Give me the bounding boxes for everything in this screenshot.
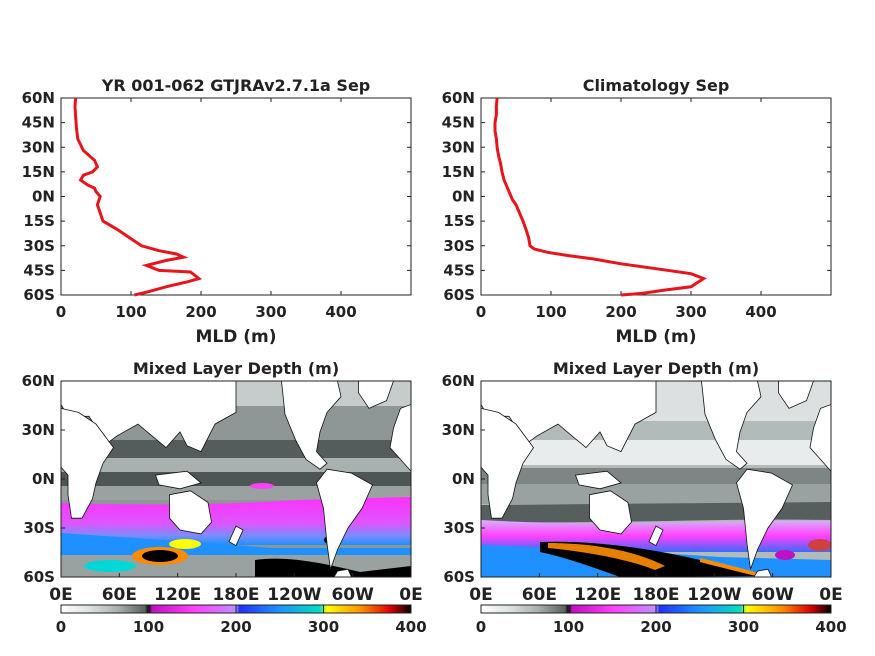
land-australia [589, 490, 632, 535]
y-tick-label: 30S [443, 519, 475, 537]
x-tick-label: 60E [522, 585, 557, 605]
land-north-america [281, 381, 342, 470]
land-new-zealand [228, 525, 244, 547]
y-tick-label: 0N [452, 188, 475, 206]
x-tick-label: 0 [56, 303, 66, 321]
profile-panel-model: YR 001-062 GTJRAv2.7.1a Sep 60N 45N 30N 15N… [22, 76, 412, 347]
mld-profile-line-climatology [493, 97, 707, 297]
y-tick-label: 15N [22, 163, 55, 181]
y-tick-label: 60S [23, 286, 55, 304]
x-tick-label: 0E [49, 585, 72, 605]
x-tick-label: 100 [115, 303, 146, 321]
land-greenland [358, 381, 394, 409]
colorbar-tick-label: 400 [395, 618, 426, 636]
map-panel-climatology: Mixed Layer Depth (m) 60N 30N 0N 30S 60S 0E 6… [442, 359, 847, 636]
x-tick-label: 100 [535, 303, 566, 321]
y-tick-label: 15N [442, 163, 475, 181]
land-africa [481, 407, 534, 519]
y-tick-label: 60N [22, 89, 55, 107]
y-tick-label: 60S [443, 286, 475, 304]
colorbar-tick-label: 200 [640, 618, 671, 636]
y-tick-label: 30N [22, 138, 55, 156]
y-tick-label: 30S [443, 237, 475, 255]
y-tick-label: 30N [442, 138, 475, 156]
map-panel-model: Mixed Layer Depth (m) 60N 30N 0N 30S 60S 0E 6… [22, 359, 427, 636]
profile-axes-box [480, 97, 832, 296]
profile-panel-climatology: Climatology Sep 60N 45N 30N 15N 0N 15S 30S 45S 6… [442, 76, 832, 347]
x-tick-label: 400 [325, 303, 356, 321]
x-tick-label: 180E [632, 585, 679, 605]
y-tick-label: 45S [443, 261, 475, 279]
x-tick-label: 200 [605, 303, 636, 321]
x-tick-label: 300 [255, 303, 286, 321]
x-tick-label: 0 [476, 303, 486, 321]
x-tick-label: 60W [331, 585, 374, 605]
x-tick-label: 120W [687, 585, 741, 605]
colorbar-tick-label: 300 [308, 618, 339, 636]
x-tick-label: 400 [745, 303, 776, 321]
land-antarctic-peninsula [753, 568, 772, 577]
colorbar-tick-label: 200 [220, 618, 251, 636]
y-tick-label: 15S [23, 212, 55, 230]
land-west-africa [389, 404, 411, 472]
y-tick-label: 30S [23, 519, 55, 537]
y-tick-label: 45S [23, 261, 55, 279]
land-africa [61, 407, 114, 519]
map-title-climatology: Mixed Layer Depth (m) [553, 359, 759, 378]
profile-axes-box [60, 97, 412, 296]
land-south-america [736, 468, 794, 570]
land-maritime-continent [574, 470, 622, 490]
y-tick-label: 0N [32, 188, 55, 206]
y-tick-label: 0N [452, 470, 475, 488]
profile-xlabel-climatology: MLD (m) [615, 327, 696, 347]
x-tick-label: 200 [185, 303, 216, 321]
colorbar-tick-label: 400 [815, 618, 846, 636]
y-tick-label: 60N [442, 89, 475, 107]
land-antarctic-peninsula [333, 568, 352, 577]
y-tick-label: 60S [23, 568, 55, 586]
y-tick-label: 30N [22, 421, 55, 439]
x-tick-label: 300 [675, 303, 706, 321]
colorbar-tick-label: 0 [476, 618, 486, 636]
map-title-model: Mixed Layer Depth (m) [133, 359, 339, 378]
colorbar-tick-label: 300 [728, 618, 759, 636]
y-tick-label: 15S [443, 212, 475, 230]
y-tick-label: 60N [22, 372, 55, 390]
x-tick-label: 0E [399, 585, 422, 605]
profile-title-model: YR 001-062 GTJRAv2.7.1a Sep [101, 76, 371, 95]
land-australia [169, 490, 212, 535]
profile-xlabel-model: MLD (m) [195, 327, 276, 347]
x-tick-label: 120W [267, 585, 321, 605]
y-tick-label: 30S [23, 237, 55, 255]
land-west-africa [809, 404, 831, 472]
x-tick-label: 60W [751, 585, 794, 605]
colorbar-tick-label: 100 [553, 618, 584, 636]
land-greenland [778, 381, 814, 409]
colorbar-tick-label: 100 [133, 618, 164, 636]
y-tick-label: 45N [22, 114, 55, 132]
y-tick-label: 60S [443, 568, 475, 586]
y-tick-label: 30N [442, 421, 475, 439]
land-north-america [701, 381, 762, 470]
colorbar-tick-label: 0 [56, 618, 66, 636]
x-tick-label: 60E [102, 585, 137, 605]
x-tick-label: 120E [154, 585, 201, 605]
y-tick-label: 45N [442, 114, 475, 132]
land-new-zealand [648, 525, 664, 547]
y-tick-label: 60N [442, 372, 475, 390]
profile-title-climatology: Climatology Sep [583, 76, 730, 95]
mld-profile-line-model [73, 97, 203, 297]
y-tick-label: 0N [32, 470, 55, 488]
x-tick-label: 0E [469, 585, 492, 605]
land-maritime-continent [154, 470, 202, 490]
land-south-america [316, 468, 374, 570]
x-tick-label: 120E [574, 585, 621, 605]
x-tick-label: 0E [819, 585, 842, 605]
x-tick-label: 180E [212, 585, 259, 605]
